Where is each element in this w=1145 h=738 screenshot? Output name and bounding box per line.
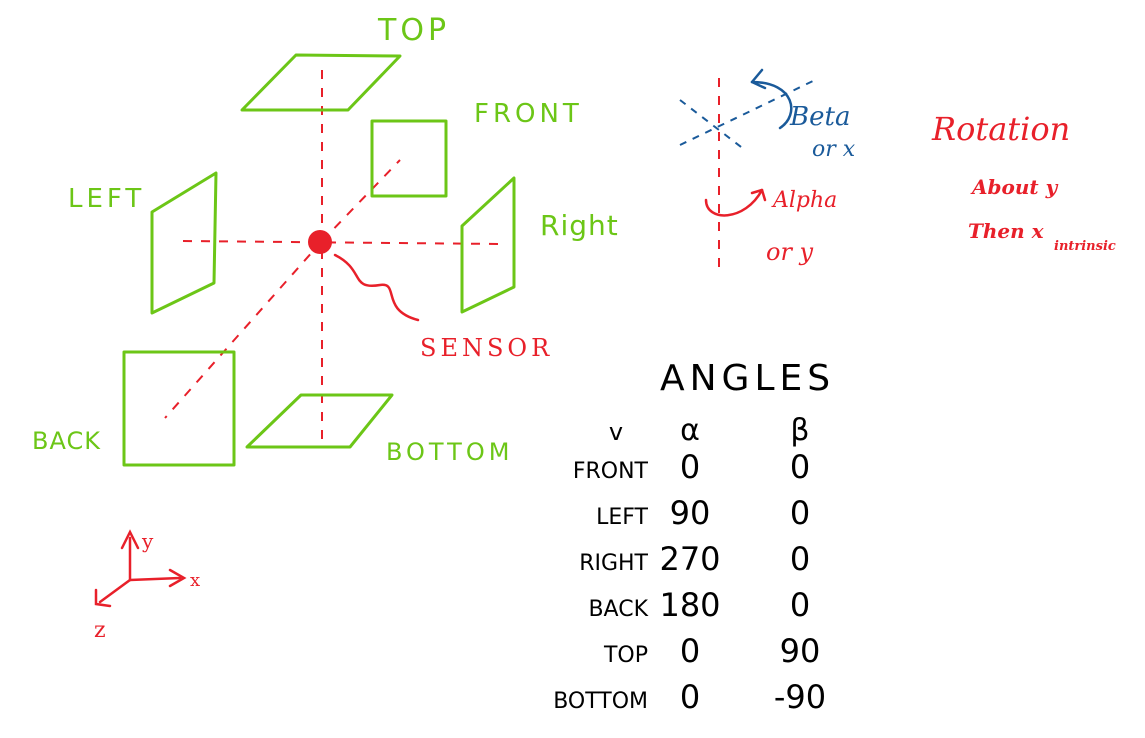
- table-header: v: [609, 418, 623, 446]
- table-row-label: TOP: [603, 643, 648, 668]
- table-cell: 0: [790, 540, 810, 578]
- sensor-dot: [308, 230, 332, 254]
- table-cell: -90: [774, 678, 826, 716]
- table-row-label: LEFT: [596, 505, 648, 530]
- table-cell: 180: [659, 586, 720, 624]
- axis-z-label: z: [94, 618, 106, 643]
- rotation-title: Rotation: [931, 110, 1070, 148]
- front-face: [370, 119, 448, 198]
- right-face: [460, 176, 516, 314]
- table-cell: 0: [790, 586, 810, 624]
- front-label: FRONT: [474, 99, 583, 129]
- table-cell: 90: [780, 632, 821, 670]
- rotation-diagram: [679, 68, 816, 275]
- table-header: β: [790, 413, 809, 448]
- beta-axis-label: or x: [812, 137, 856, 162]
- table-cell: 0: [680, 448, 700, 486]
- alpha-arrow-head: [750, 188, 767, 202]
- table-cell: 0: [790, 494, 810, 532]
- top-label: TOP: [377, 13, 450, 48]
- axis-x-label: x: [190, 570, 200, 591]
- bottom-label: BOTTOM: [386, 438, 513, 466]
- rotation-line2-sub: intrinsic: [1054, 239, 1116, 254]
- rotation-line2: Then x: [968, 219, 1045, 243]
- sensor-pointer: [333, 253, 420, 322]
- xyz-axes: [94, 529, 187, 608]
- table-cell: 0: [680, 678, 700, 716]
- back-label: BACK: [32, 427, 101, 455]
- sensor-axes: [164, 70, 501, 440]
- back-face: [122, 350, 236, 467]
- top-face: [240, 53, 402, 112]
- table-row-label: RIGHT: [579, 551, 648, 576]
- axis-y-label: y: [141, 529, 154, 553]
- sensor-label: SENSOR: [420, 334, 553, 362]
- left-face: [150, 171, 218, 315]
- rotation-line1: About y: [970, 175, 1059, 199]
- table-cell: 90: [670, 494, 711, 532]
- table-cell: 270: [659, 540, 720, 578]
- table-cell: 0: [790, 448, 810, 486]
- angles-title: ANGLES: [660, 358, 835, 399]
- beta-arrow-head: [750, 68, 767, 90]
- table-row-label: BACK: [588, 597, 648, 622]
- beta-label: Beta: [789, 102, 850, 132]
- bottom-face: [245, 393, 394, 449]
- alpha-label: Alpha: [771, 188, 837, 213]
- left-label: LEFT: [68, 184, 145, 214]
- table-header: α: [680, 413, 700, 448]
- beta-rotation-arrow: [750, 80, 793, 130]
- alpha-rotation-arrow: [704, 188, 764, 217]
- right-label: Right: [540, 209, 619, 242]
- alpha-axis-label: or y: [766, 238, 814, 266]
- table-row-label: BOTTOM: [553, 689, 648, 714]
- table-cell: 0: [680, 632, 700, 670]
- angles-table: v α β FRONT 0 0 LEFT 90 0 RIGHT 270 0 BACK 180 0 TOP 0 90…: [553, 413, 826, 716]
- table-row-label: FRONT: [573, 459, 649, 484]
